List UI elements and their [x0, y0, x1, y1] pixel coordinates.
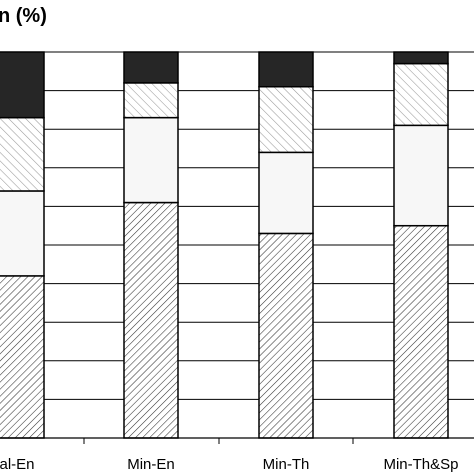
bar-segment-1 [123, 201, 179, 439]
chart-title: n (%) [0, 5, 47, 27]
x-axis: al-En Min-En Min-Th Min-Th&Sp [0, 437, 474, 473]
bars [0, 51, 449, 439]
x-tick-label: Min-Th [263, 456, 310, 473]
x-tick-label: Min-Th&Sp [383, 456, 458, 473]
bar-segment-2 [258, 151, 314, 235]
bar-segment-4 [393, 51, 449, 65]
x-tick-label: Min-En [127, 456, 175, 473]
bar-segment-3 [393, 62, 449, 127]
bar-segment-2 [0, 190, 45, 277]
bar-segment-1 [0, 275, 45, 439]
bar-segment-4 [258, 51, 314, 88]
x-tick-label: al-En [0, 456, 35, 473]
bar-segment-4 [0, 51, 45, 119]
bar-segment-3 [123, 82, 179, 119]
bar-segment-2 [393, 124, 449, 227]
bar-segment-1 [393, 224, 449, 439]
bar-segment-1 [258, 232, 314, 439]
bar-segment-2 [123, 116, 179, 204]
bar-segment-3 [258, 85, 314, 154]
bar-segment-4 [123, 51, 179, 84]
bar-segment-3 [0, 116, 45, 192]
